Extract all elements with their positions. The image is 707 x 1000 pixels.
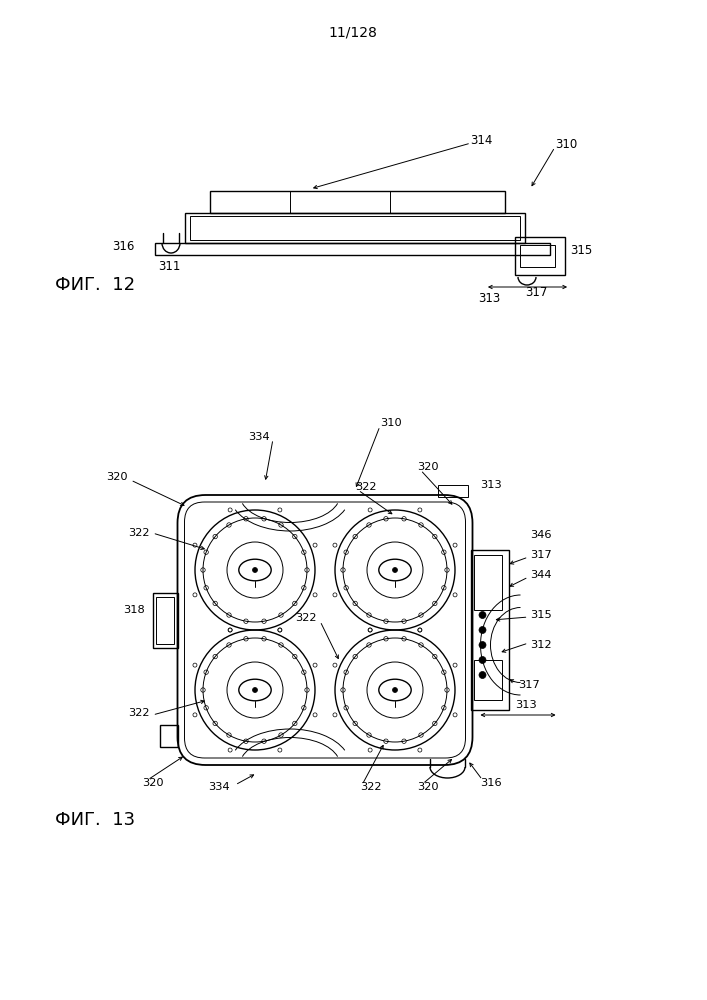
Text: 317: 317 <box>525 286 547 300</box>
Bar <box>470 550 508 710</box>
Text: 320: 320 <box>106 472 127 482</box>
Text: 320: 320 <box>418 462 439 472</box>
Circle shape <box>479 642 486 648</box>
Circle shape <box>479 672 486 678</box>
Circle shape <box>252 568 257 572</box>
Bar <box>515 237 565 275</box>
Bar <box>160 725 177 747</box>
Text: 315: 315 <box>570 243 592 256</box>
Text: 334: 334 <box>209 782 230 792</box>
Text: 320: 320 <box>418 782 439 792</box>
Circle shape <box>479 626 486 634</box>
Text: 11/128: 11/128 <box>329 25 378 39</box>
Text: 312: 312 <box>530 640 552 650</box>
Text: ФИГ.  12: ФИГ. 12 <box>55 276 135 294</box>
Text: 317: 317 <box>518 680 540 690</box>
Text: 311: 311 <box>158 260 180 273</box>
Text: 316: 316 <box>112 240 135 253</box>
Circle shape <box>392 568 397 572</box>
Text: 322: 322 <box>128 708 149 718</box>
Text: 315: 315 <box>530 610 552 620</box>
Bar <box>155 243 550 255</box>
Circle shape <box>479 656 486 664</box>
Text: 322: 322 <box>128 528 149 538</box>
Text: 322: 322 <box>296 613 317 623</box>
Bar <box>153 592 177 648</box>
Text: 313: 313 <box>515 700 537 710</box>
Text: 313: 313 <box>481 480 502 490</box>
Text: 310: 310 <box>555 138 577 151</box>
Bar <box>438 485 467 497</box>
Text: 344: 344 <box>530 570 552 580</box>
Text: 316: 316 <box>481 778 502 788</box>
Text: 318: 318 <box>123 605 144 615</box>
Text: 310: 310 <box>380 418 402 428</box>
Bar <box>190 216 520 240</box>
Circle shape <box>252 688 257 692</box>
Text: ФИГ.  13: ФИГ. 13 <box>55 811 135 829</box>
Bar <box>520 245 555 267</box>
Text: 322: 322 <box>360 782 382 792</box>
Text: 346: 346 <box>530 530 552 540</box>
Bar <box>210 191 505 213</box>
Text: 322: 322 <box>355 482 377 492</box>
Text: 334: 334 <box>248 432 270 442</box>
Text: 313: 313 <box>478 292 500 306</box>
Bar <box>474 660 501 700</box>
Circle shape <box>479 611 486 618</box>
Bar <box>185 213 525 243</box>
Text: 314: 314 <box>470 133 492 146</box>
Text: 320: 320 <box>143 778 164 788</box>
Text: 317: 317 <box>530 550 552 560</box>
Circle shape <box>392 688 397 692</box>
Bar <box>156 596 173 644</box>
Bar <box>474 555 501 610</box>
